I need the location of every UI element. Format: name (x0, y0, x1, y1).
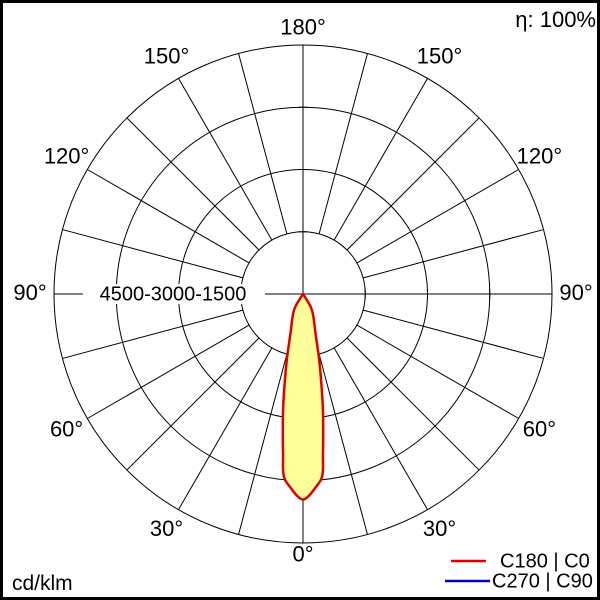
svg-text:60°: 60° (523, 416, 556, 441)
svg-text:180°: 180° (280, 15, 326, 40)
svg-text:120°: 120° (44, 143, 90, 168)
svg-text:0°: 0° (292, 542, 313, 567)
svg-text:150°: 150° (144, 43, 190, 68)
svg-text:C180 | C0: C180 | C0 (500, 550, 590, 572)
svg-text:30°: 30° (423, 516, 456, 541)
svg-text:4500-3000-1500: 4500-3000-1500 (100, 283, 247, 305)
svg-text:C270 | C90: C270 | C90 (492, 570, 593, 592)
svg-text:90°: 90° (559, 280, 592, 305)
svg-text:120°: 120° (517, 143, 563, 168)
svg-text:60°: 60° (50, 416, 83, 441)
svg-text:150°: 150° (417, 43, 463, 68)
svg-text:cd/klm: cd/klm (12, 572, 73, 595)
svg-text:η: 100%: η: 100% (515, 7, 596, 32)
svg-text:30°: 30° (150, 516, 183, 541)
svg-text:90°: 90° (13, 280, 46, 305)
